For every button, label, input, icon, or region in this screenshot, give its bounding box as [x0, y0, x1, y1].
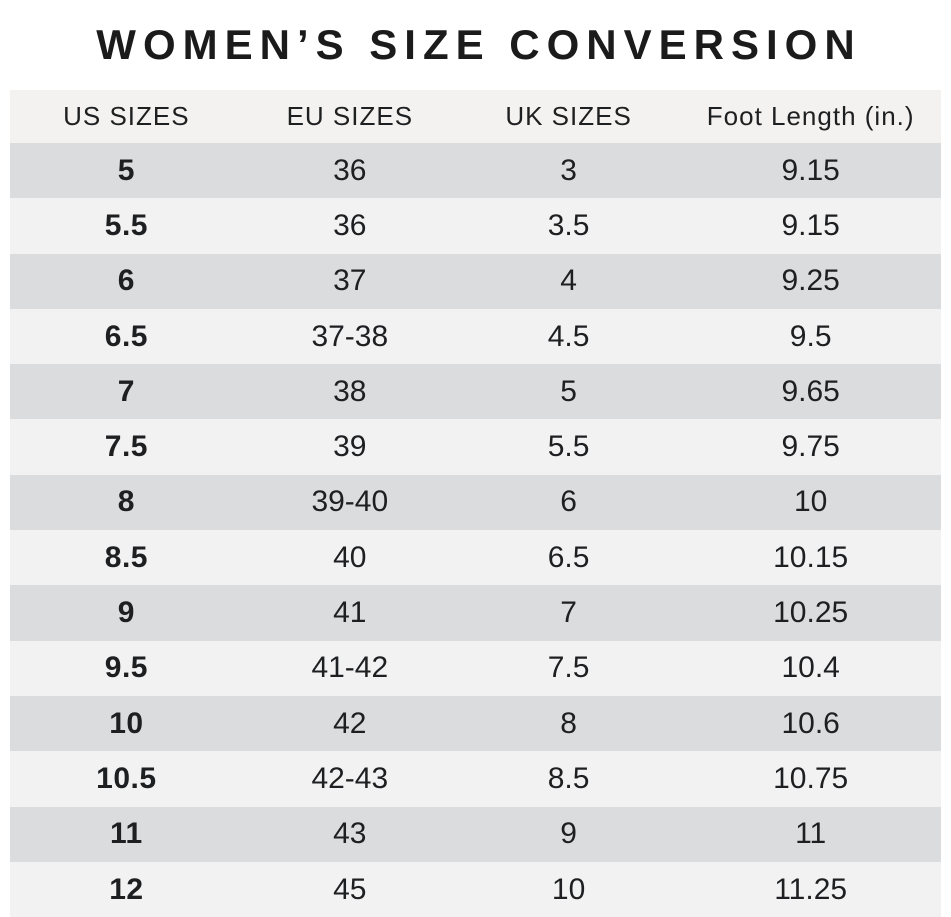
cell-us-size: 5.5: [10, 198, 243, 254]
header-row: US SIZES EU SIZES UK SIZES Foot Length (…: [10, 90, 941, 143]
table-row: 6.5 37-38 4.5 9.5: [10, 308, 941, 365]
column-header-us-sizes: US SIZES: [10, 90, 243, 143]
cell-foot-length: 9.15: [680, 198, 941, 254]
cell-foot-length: 11.25: [680, 861, 941, 917]
cell-us-size: 9: [10, 585, 243, 641]
table-row: 10.5 42-43 8.5 10.75: [10, 751, 941, 807]
cell-eu-size: 41-42: [242, 640, 457, 696]
table-header: US SIZES EU SIZES UK SIZES Foot Length (…: [10, 90, 941, 143]
cell-uk-size: 3.5: [456, 198, 681, 254]
cell-eu-size: 37-38: [242, 308, 457, 365]
cell-us-size: 6.5: [10, 308, 243, 365]
cell-foot-length: 10.6: [680, 695, 941, 752]
cell-uk-size: 6: [456, 474, 681, 531]
cell-eu-size: 45: [242, 861, 457, 917]
cell-eu-size: 39: [242, 419, 457, 475]
page-title: WOMEN’S SIZE CONVERSION: [96, 21, 862, 68]
cell-uk-size: 10: [456, 861, 681, 917]
cell-uk-size: 5: [456, 364, 681, 420]
cell-foot-length: 9.5: [680, 308, 941, 365]
cell-foot-length: 10.4: [680, 640, 941, 696]
cell-uk-size: 7: [456, 585, 681, 641]
cell-uk-size: 8.5: [456, 751, 681, 807]
cell-us-size: 6: [10, 253, 243, 309]
cell-eu-size: 39-40: [242, 474, 457, 531]
cell-eu-size: 42: [242, 695, 457, 752]
cell-foot-length: 9.25: [680, 253, 941, 309]
cell-foot-length: 10.25: [680, 585, 941, 641]
cell-foot-length: 9.15: [680, 143, 941, 199]
cell-uk-size: 4: [456, 253, 681, 309]
cell-eu-size: 41: [242, 585, 457, 641]
cell-foot-length: 10: [680, 474, 941, 531]
cell-uk-size: 4.5: [456, 308, 681, 365]
cell-us-size: 8: [10, 474, 243, 531]
table-row: 9 41 7 10.25: [10, 585, 941, 641]
cell-us-size: 9.5: [10, 640, 243, 696]
cell-eu-size: 38: [242, 364, 457, 420]
cell-eu-size: 43: [242, 806, 457, 862]
cell-us-size: 8.5: [10, 530, 243, 586]
table-row: 8 39-40 6 10: [10, 474, 941, 531]
cell-us-size: 12: [10, 861, 243, 917]
table-row: 10 42 8 10.6: [10, 695, 941, 752]
cell-foot-length: 10.75: [680, 751, 941, 807]
cell-us-size: 10: [10, 695, 243, 752]
table-row: 6 37 4 9.25: [10, 253, 941, 309]
cell-eu-size: 37: [242, 253, 457, 309]
cell-us-size: 5: [10, 143, 243, 199]
cell-us-size: 7: [10, 364, 243, 420]
table-row: 9.5 41-42 7.5 10.4: [10, 640, 941, 696]
cell-uk-size: 8: [456, 695, 681, 752]
cell-foot-length: 10.15: [680, 530, 941, 586]
cell-uk-size: 5.5: [456, 419, 681, 475]
table-row: 8.5 40 6.5 10.15: [10, 530, 941, 586]
cell-foot-length: 11: [680, 806, 941, 862]
cell-uk-size: 6.5: [456, 530, 681, 586]
cell-us-size: 10.5: [10, 751, 243, 807]
table-row: 11 43 9 11: [10, 806, 941, 862]
column-header-uk-sizes: UK SIZES: [456, 90, 681, 143]
cell-uk-size: 3: [456, 143, 681, 199]
column-header-foot-length: Foot Length (in.): [680, 90, 941, 143]
table-row: 7 38 5 9.65: [10, 364, 941, 420]
cell-uk-size: 7.5: [456, 640, 681, 696]
cell-us-size: 11: [10, 806, 243, 862]
cell-foot-length: 9.75: [680, 419, 941, 475]
cell-eu-size: 40: [242, 530, 457, 586]
table-row: 5 36 3 9.15: [10, 143, 941, 199]
table-row: 12 45 10 11.25: [10, 861, 941, 917]
size-conversion-table: US SIZES EU SIZES UK SIZES Foot Length (…: [10, 90, 941, 917]
cell-us-size: 7.5: [10, 419, 243, 475]
cell-eu-size: 36: [242, 198, 457, 254]
column-header-eu-sizes: EU SIZES: [242, 90, 457, 143]
cell-eu-size: 42-43: [242, 751, 457, 807]
table-row: 7.5 39 5.5 9.75: [10, 419, 941, 475]
cell-foot-length: 9.65: [680, 364, 941, 420]
cell-eu-size: 36: [242, 143, 457, 199]
table-body: 5 36 3 9.15 5.5 36 3.5 9.15 6 37 4 9.25 6.5 37-38 4.5 9…: [10, 143, 941, 917]
cell-uk-size: 9: [456, 806, 681, 862]
table-row: 5.5 36 3.5 9.15: [10, 198, 941, 254]
